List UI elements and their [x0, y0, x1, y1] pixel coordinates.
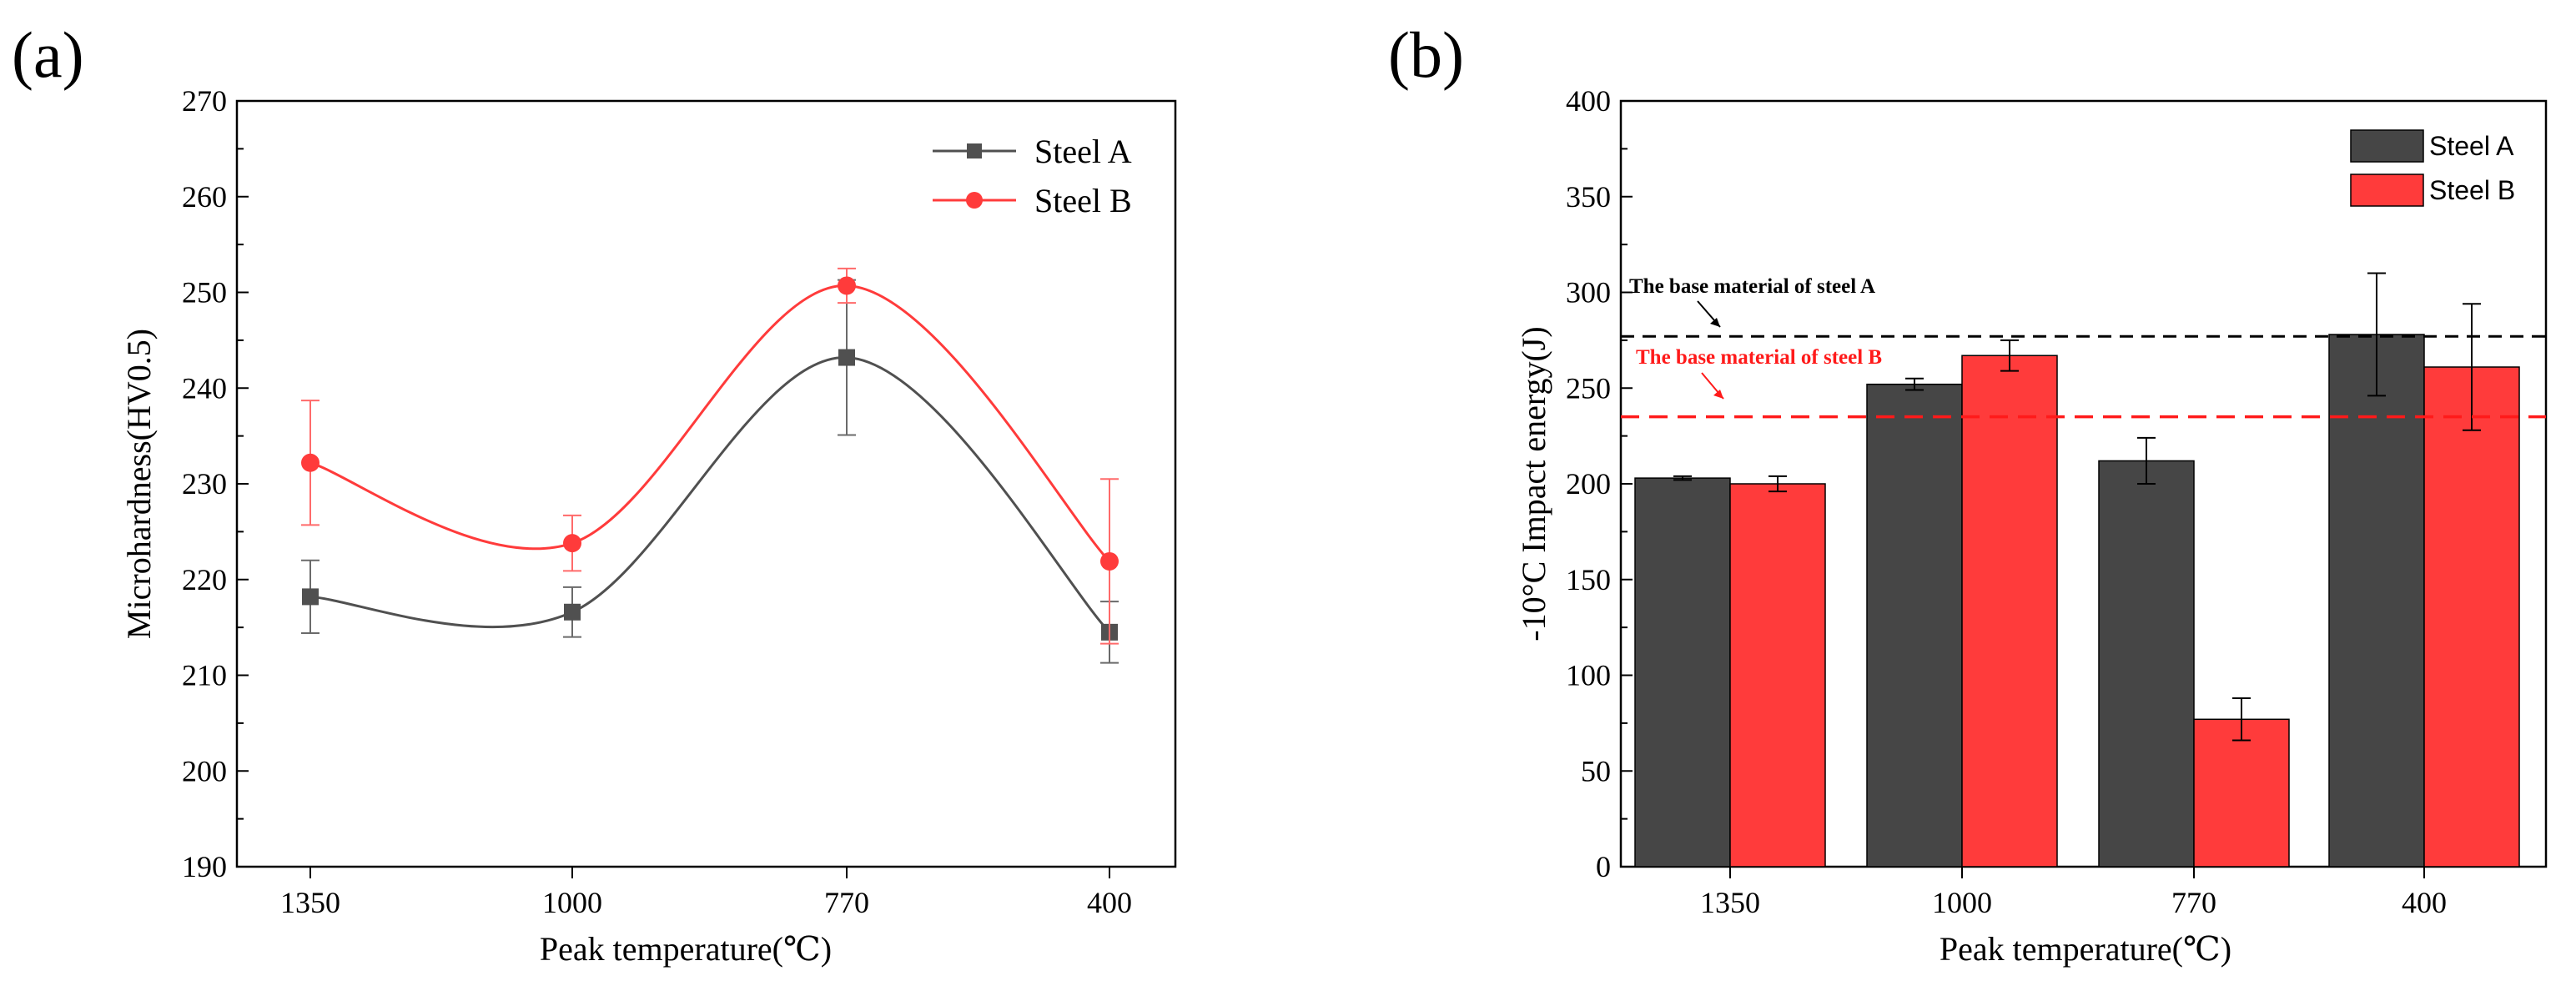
panel-b-x-axis-label: Peak temperature(℃) — [1940, 930, 2231, 968]
series-steel-b-point — [563, 534, 581, 553]
y-tick-label: 50 — [1581, 754, 1611, 787]
panel-b-y-axis-label: -10°C Impact energy(J) — [1515, 326, 1552, 641]
panel-a-label: (a) — [12, 18, 84, 91]
y-tick-label: 0 — [1596, 850, 1611, 883]
series-steel-a-line — [309, 356, 1111, 633]
y-tick-label: 240 — [182, 371, 227, 405]
annotation-base-steel-a: The base material of steel A — [1629, 275, 1875, 298]
y-tick-label: 220 — [182, 563, 227, 596]
panel-b-annotations: The base material of steel A The base ma… — [1629, 275, 1882, 400]
series-steel-b-point — [301, 453, 319, 472]
panel-b-bar-chart: (b) 0 50 100 150 200 250 300 350 400 1350 1000 770… — [1388, 18, 2548, 968]
y-tick-label: 300 — [1566, 276, 1611, 309]
series-steel-a-point — [838, 349, 855, 366]
legend-a-steel-b-label: Steel B — [1034, 182, 1132, 219]
panel-b-reference-lines — [1621, 335, 2546, 419]
x-tick-label: 400 — [2402, 886, 2447, 919]
series-steel-a-point — [564, 603, 581, 621]
panel-a-x-axis: 1350 1000 770 400 — [280, 867, 1132, 919]
series-steel-b-point — [838, 276, 856, 295]
bar-steel-a — [1866, 383, 1963, 868]
y-tick-label: 210 — [182, 659, 227, 692]
y-tick-label: 400 — [1566, 84, 1611, 118]
legend-b-steel-a-label: Steel A — [2429, 131, 2514, 161]
annotation-base-steel-b: The base material of steel B — [1636, 346, 1882, 369]
x-tick-label: 1350 — [1700, 886, 1760, 919]
x-tick-label: 770 — [824, 886, 869, 919]
panel-a-legend: Steel A Steel B — [933, 133, 1132, 219]
y-tick-label: 100 — [1566, 659, 1611, 692]
y-tick-label: 250 — [1566, 371, 1611, 405]
y-tick-label: 190 — [182, 850, 227, 883]
panel-b-x-axis: 1350 1000 770 400 — [1700, 867, 2447, 919]
bar-steel-b — [2423, 366, 2520, 868]
bar-steel-b — [1729, 483, 1826, 868]
bar-steel-b — [1961, 355, 2058, 868]
y-tick-label: 270 — [182, 84, 227, 118]
bar-steel-b — [2193, 718, 2290, 868]
bar-steel-a — [1634, 477, 1731, 868]
legend-b-steel-b-swatch — [2350, 174, 2424, 207]
y-tick-label: 230 — [182, 467, 227, 501]
x-tick-label: 1350 — [280, 886, 340, 919]
panel-a-y-axis: 190 200 210 220 230 240 250 260 270 — [182, 84, 249, 883]
y-tick-label: 200 — [182, 754, 227, 787]
panel-a-x-axis-label: Peak temperature(℃) — [540, 930, 832, 968]
series-steel-a-point — [302, 588, 319, 606]
annotation-b-arrowhead — [1713, 390, 1723, 399]
x-tick-label: 400 — [1087, 886, 1132, 919]
panel-b-legend: Steel A Steel B — [2350, 129, 2515, 207]
panel-a-line-chart: (a) 190 200 210 220 230 240 250 260 270 1350 1000… — [12, 18, 1177, 968]
series-steel-b-line — [309, 284, 1111, 562]
x-tick-label: 1000 — [542, 886, 602, 919]
legend-b-steel-a-swatch — [2350, 129, 2424, 163]
panel-b-y-axis: 0 50 100 150 200 250 300 350 400 — [1566, 84, 1633, 883]
y-tick-label: 260 — [182, 180, 227, 214]
bar-steel-a — [2098, 460, 2195, 868]
panel-b-bars — [1634, 272, 2520, 868]
panel-b-label: (b) — [1388, 18, 1464, 91]
y-tick-label: 150 — [1566, 563, 1611, 596]
x-tick-label: 770 — [2171, 886, 2216, 919]
legend-a-steel-b-marker — [966, 192, 983, 209]
y-tick-label: 350 — [1566, 180, 1611, 214]
bar-steel-a — [2328, 334, 2425, 868]
series-steel-b-point — [1100, 551, 1119, 571]
legend-a-steel-a-marker — [967, 143, 982, 158]
y-tick-label: 250 — [182, 276, 227, 309]
panel-a-series — [301, 267, 1119, 664]
annotation-a-arrowhead — [1710, 318, 1720, 327]
legend-b-steel-b-label: Steel B — [2429, 175, 2515, 205]
y-tick-label: 200 — [1566, 467, 1611, 501]
x-tick-label: 1000 — [1932, 886, 1992, 919]
legend-a-steel-a-label: Steel A — [1034, 133, 1132, 170]
panel-a-y-axis-label: Microhardness(HV0.5) — [120, 329, 158, 639]
